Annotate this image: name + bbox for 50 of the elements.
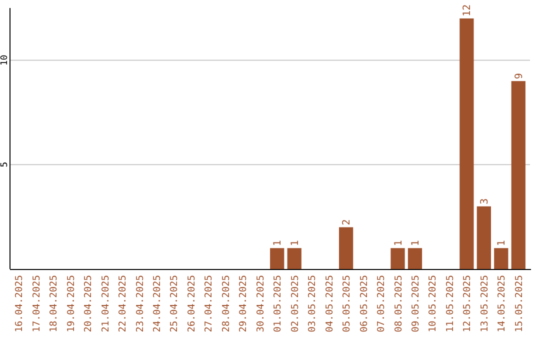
- bar: [287, 248, 302, 269]
- bar: [476, 206, 491, 269]
- bar: [494, 248, 508, 269]
- bar: [408, 248, 422, 269]
- x-tick-label: 22.04.2025: [118, 275, 129, 332]
- x-tick-label: 17.04.2025: [31, 275, 42, 332]
- x-tick-label: 13.05.2025: [479, 275, 490, 332]
- x-tick-label: 19.04.2025: [66, 275, 77, 332]
- x-tick-label: 27.04.2025: [204, 275, 215, 332]
- data-label: 2: [342, 219, 353, 226]
- data-label: 3: [479, 198, 490, 204]
- data-label: 1: [290, 240, 301, 246]
- x-tick-label: 11.05.2025: [444, 275, 456, 332]
- data-label: 9: [514, 73, 525, 80]
- x-tick-label: 24.04.2025: [152, 275, 163, 332]
- x-tick-label: 03.05.2025: [307, 275, 318, 332]
- x-tick-label: 30.04.2025: [255, 275, 266, 332]
- x-tick-label: 20.04.2025: [83, 275, 94, 332]
- x-tick-label: 21.04.2025: [100, 275, 112, 332]
- x-tick-label: 18.04.2025: [48, 275, 60, 332]
- x-tick-label: 26.04.2025: [186, 275, 198, 332]
- x-tick-label: 15.05.2025: [514, 275, 525, 332]
- bar: [511, 81, 526, 269]
- x-tick-label: 28.04.2025: [220, 275, 232, 332]
- data-label: 1: [410, 240, 422, 246]
- data-label: 1: [496, 240, 508, 246]
- x-tick-label: 06.05.2025: [358, 275, 370, 332]
- x-tick-label: 02.05.2025: [290, 275, 301, 332]
- x-tick-label: 05.05.2025: [342, 275, 353, 332]
- y-tick-label: 5: [0, 162, 10, 168]
- x-tick-label: 01.05.2025: [272, 275, 284, 332]
- bar: [390, 248, 405, 269]
- x-tick-label: 04.05.2025: [324, 275, 336, 332]
- y-tick-label: 10: [0, 54, 10, 66]
- x-tick-label: 07.05.2025: [376, 275, 388, 332]
- x-tick-label: 29.04.2025: [238, 275, 250, 332]
- x-tick-label: 08.05.2025: [393, 275, 404, 332]
- x-tick-label: 09.05.2025: [410, 275, 422, 332]
- data-label: 12: [462, 4, 474, 16]
- bar: [338, 227, 354, 269]
- data-label: 1: [393, 240, 404, 246]
- x-tick-label: 16.04.2025: [14, 275, 26, 332]
- data-label: 1: [272, 240, 284, 246]
- x-tick-label: 10.05.2025: [428, 275, 439, 332]
- x-tick-label: 12.05.2025: [462, 275, 474, 332]
- bar: [270, 248, 284, 269]
- bar: [460, 18, 474, 269]
- x-tick-label: 23.04.2025: [134, 275, 146, 332]
- x-tick-label: 14.05.2025: [496, 275, 508, 332]
- x-tick-label: 25.04.2025: [169, 275, 180, 332]
